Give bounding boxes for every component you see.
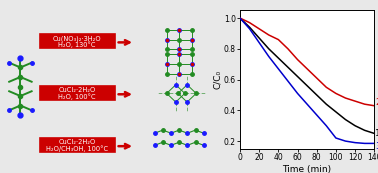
Text: 1: 1 [375, 129, 378, 138]
Text: CuCl₂·2H₂O: CuCl₂·2H₂O [59, 139, 96, 145]
Text: Cu(NO₃)₂·3H₂O: Cu(NO₃)₂·3H₂O [53, 35, 101, 42]
Y-axis label: C/C₀: C/C₀ [213, 70, 222, 89]
Text: H₂O, 130°C: H₂O, 130°C [58, 41, 96, 48]
Text: H₂O/CH₃OH, 100°C: H₂O/CH₃OH, 100°C [46, 145, 108, 152]
Text: CuCl₂·2H₂O: CuCl₂·2H₂O [59, 87, 96, 93]
X-axis label: Time (min): Time (min) [283, 165, 332, 173]
FancyBboxPatch shape [40, 138, 115, 152]
FancyBboxPatch shape [40, 86, 115, 100]
Text: H₂O, 100°C: H₂O, 100°C [58, 93, 96, 100]
Text: 3: 3 [375, 142, 378, 151]
FancyBboxPatch shape [40, 34, 115, 48]
Text: 2: 2 [375, 98, 378, 107]
